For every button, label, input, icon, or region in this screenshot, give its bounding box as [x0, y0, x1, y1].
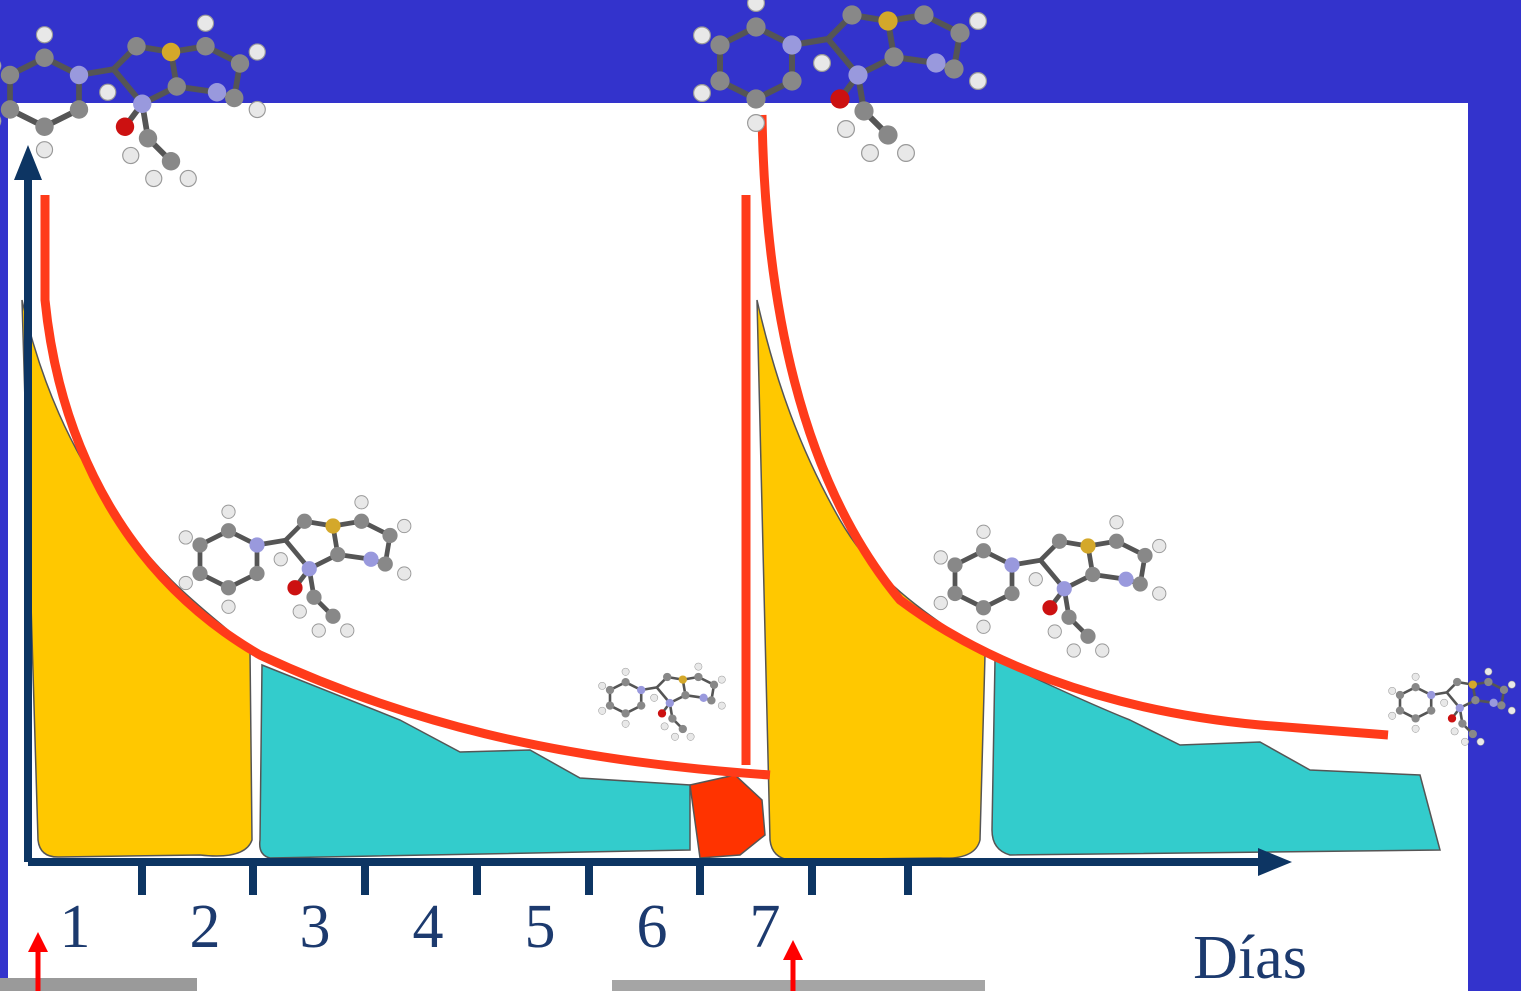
x-label: 1: [60, 893, 91, 961]
x-label: 6: [637, 893, 668, 961]
page: 1 2 3 4 5 6 7 Días (() => { const data =…: [0, 0, 1521, 991]
panel: [8, 103, 1468, 991]
x-label: 2: [190, 893, 221, 961]
x-label: 7: [750, 893, 781, 961]
axis-title: Días: [1193, 924, 1307, 991]
x-label: 4: [413, 893, 444, 961]
diagram: 1 2 3 4 5 6 7 Días: [0, 0, 1521, 991]
x-label: 3: [300, 893, 331, 961]
x-label: 5: [525, 893, 556, 961]
